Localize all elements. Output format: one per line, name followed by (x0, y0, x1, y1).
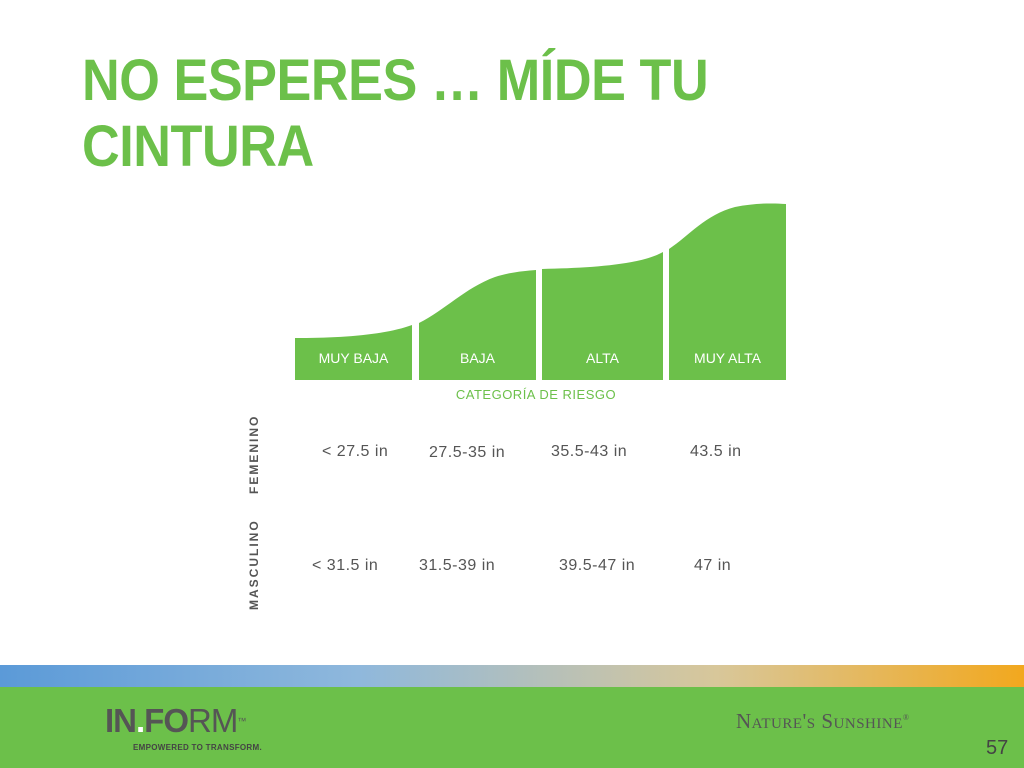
inform-logo: IN.FORM™ (105, 702, 246, 739)
value-masculino-muy-alta: 47 in (694, 557, 732, 574)
risk-category-chart: MUY BAJA BAJA ALTA MUY ALTA (295, 203, 786, 380)
value-femenino-alta: 35.5-43 in (551, 443, 628, 460)
logo-tagline: EMPOWERED TO TRANSFORM. (133, 743, 262, 752)
value-masculino-baja: 31.5-39 in (419, 557, 496, 574)
category-label-muy-alta: MUY ALTA (694, 350, 762, 366)
category-label-alta: ALTA (586, 350, 620, 366)
value-masculino-alta: 39.5-47 in (559, 557, 636, 574)
value-femenino-baja: 27.5-35 in (429, 444, 506, 461)
category-label-baja: BAJA (460, 350, 496, 366)
value-masculino-muy-baja: < 31.5 in (312, 557, 379, 574)
axis-label: CATEGORÍA DE RIESGO (455, 387, 617, 402)
value-femenino-muy-baja: < 27.5 in (322, 443, 389, 460)
footer-bar (0, 687, 1024, 768)
gradient-band (0, 665, 1024, 687)
risk-shape-alta (542, 252, 663, 380)
risk-shape-muy-baja (295, 325, 412, 380)
page-number: 57 (986, 737, 1009, 759)
slide-title: NO ESPERES … MÍDE TU CINTURA (82, 48, 709, 179)
natures-sunshine-logo: Nature's Sunshine® (736, 709, 910, 733)
row-label-femenino: FEMENINO (247, 414, 261, 494)
risk-shape-muy-alta (669, 203, 786, 380)
category-label-muy-baja: MUY BAJA (319, 350, 389, 366)
risk-shape-baja (419, 270, 536, 380)
row-label-masculino: MASCULINO (247, 519, 261, 610)
value-femenino-muy-alta: 43.5 in (690, 443, 742, 460)
